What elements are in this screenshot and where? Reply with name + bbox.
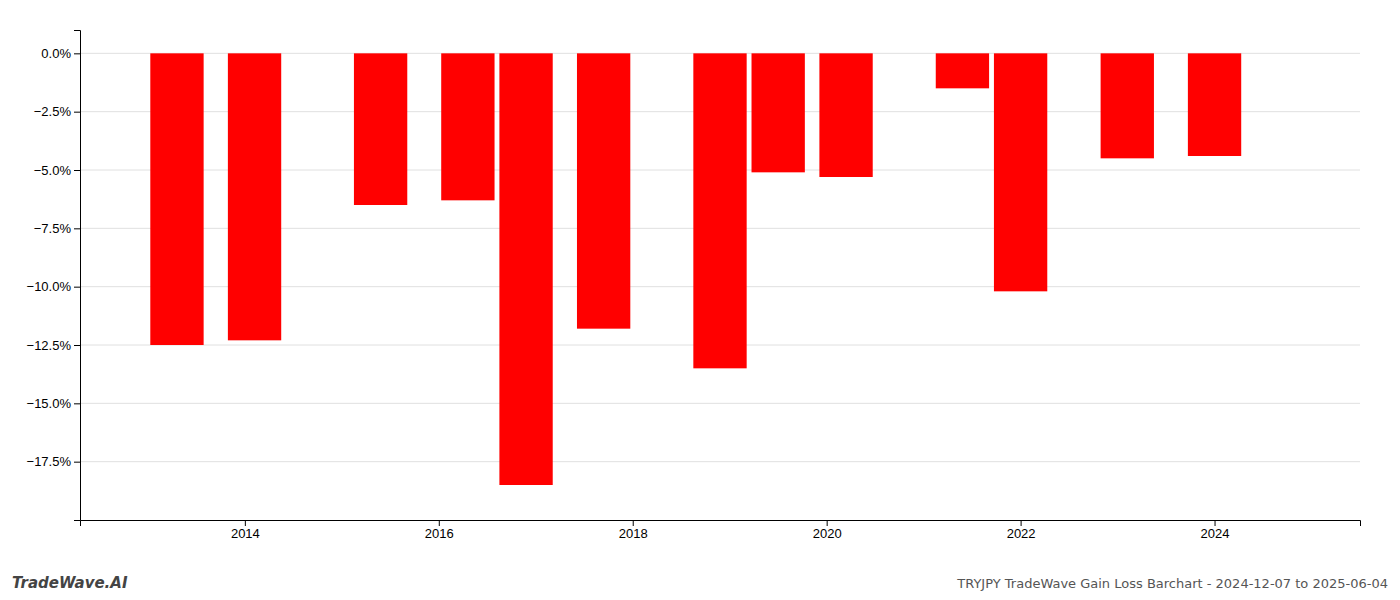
bar [1101,53,1154,158]
grid-line [80,461,1360,462]
y-tick-label: −5.0% [34,163,72,178]
footer-right: TRYJPY TradeWave Gain Loss Barchart - 20… [956,576,1388,591]
bar [819,53,872,177]
footer-left: TradeWave.AI [12,574,128,592]
bar [693,53,746,368]
x-tick-mark [1215,520,1216,526]
bar [752,53,805,172]
y-tick-label: −10.0% [27,279,72,294]
x-axis-line [81,521,1361,527]
y-tick-mark [74,170,80,171]
x-tick-label: 2020 [813,526,842,541]
x-tick-label: 2014 [231,526,260,541]
x-tick-mark [439,520,440,526]
y-tick: −5.0% [34,163,80,178]
y-tick: 0.0% [41,46,80,61]
y-tick-label: −2.5% [34,104,72,119]
bar [499,53,552,485]
bars [150,53,1241,485]
bar [936,53,989,88]
x-tick-label: 2022 [1007,526,1036,541]
x-tick-label: 2016 [425,526,454,541]
y-axis: 0.0% −2.5% −5.0% −7.5% −10.0% −12.5% −15.0% −17… [27,31,81,521]
x-tick-mark [633,520,634,526]
x-tick-mark [1021,520,1022,526]
y-tick-mark [74,345,80,346]
y-tick-label: −15.0% [27,396,72,411]
plot: 2014 2016 2018 2020 2022 2024 0.0% −2.5% −5.0% −7… [27,31,1361,542]
x-tick: 2022 [1007,520,1036,541]
y-tick-mark [74,53,80,54]
y-tick-mark [74,403,80,404]
bar [441,53,494,200]
y-tick-mark [74,228,80,229]
x-tick: 2018 [619,520,648,541]
y-axis-line [74,31,81,521]
y-tick-label: −7.5% [34,221,72,236]
bar [354,53,407,205]
y-tick: −12.5% [27,338,80,353]
y-tick: −17.5% [27,454,80,469]
x-tick: 2024 [1201,520,1230,541]
y-tick: −7.5% [34,221,80,236]
y-tick-label: −17.5% [27,454,72,469]
y-tick-mark [74,287,80,288]
grid [80,53,1360,461]
y-tick: −15.0% [27,396,80,411]
bar [577,53,630,328]
bar [150,53,203,345]
x-tick-label: 2024 [1201,526,1230,541]
y-tick-mark [74,462,80,463]
bar [1188,53,1241,156]
bar [228,53,281,340]
x-tick-label: 2018 [619,526,648,541]
x-tick-mark [245,520,246,526]
x-tick: 2014 [231,520,260,541]
y-tick: −10.0% [27,279,80,294]
x-tick-mark [827,520,828,526]
chart: 2014 2016 2018 2020 2022 2024 0.0% −2.5% −5.0% −7… [0,0,1400,600]
x-tick: 2020 [813,520,842,541]
y-tick-label: −12.5% [27,338,72,353]
grid-line [80,403,1360,404]
y-tick: −2.5% [34,104,80,119]
x-axis: 2014 2016 2018 2020 2022 2024 [81,520,1361,541]
x-tick: 2016 [425,520,454,541]
y-tick-mark [74,112,80,113]
y-tick-label: 0.0% [41,46,71,61]
bar [994,53,1047,291]
